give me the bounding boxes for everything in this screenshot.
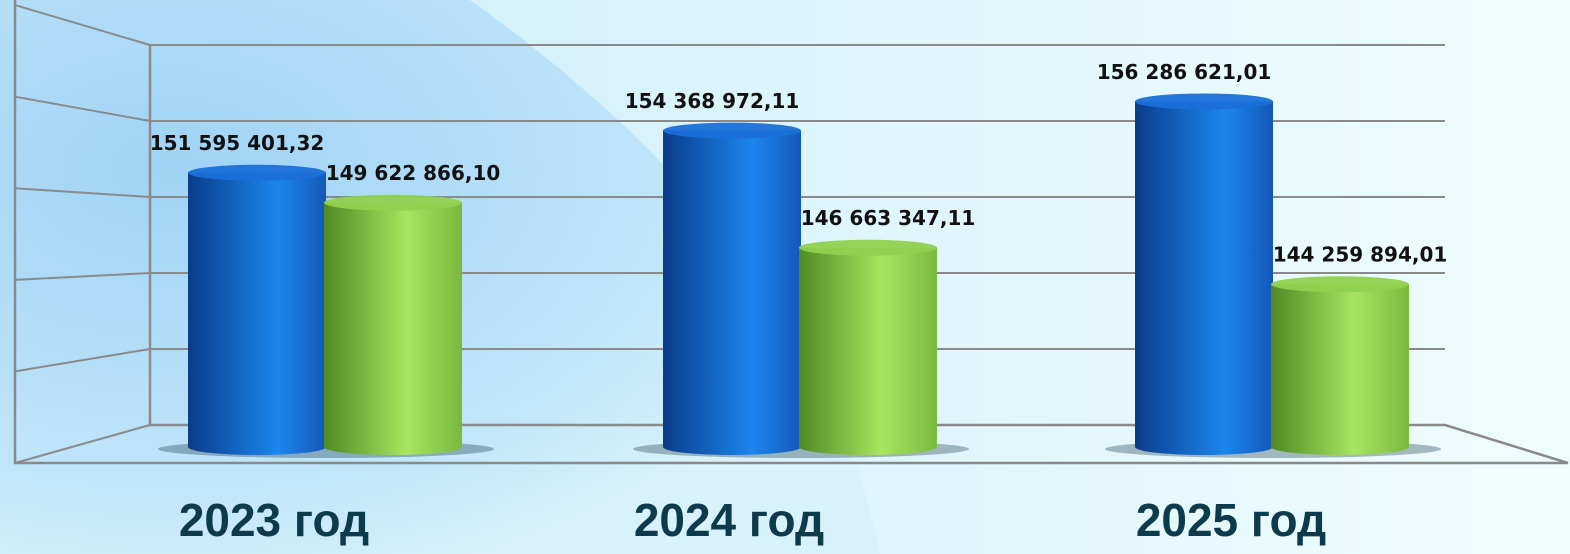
- cylinder-bottom: [1271, 439, 1409, 455]
- wall-grid-line: [14, 272, 151, 281]
- wall-grid-line: [14, 95, 151, 122]
- value-label: 151 595 401,32: [150, 131, 325, 155]
- x-tick-label: 2025 год: [1136, 494, 1326, 546]
- cylinder-body: [799, 247, 937, 447]
- value-label: 144 259 894,01: [1273, 243, 1448, 267]
- cylinder-top: [799, 239, 937, 256]
- cylinder-body: [1135, 101, 1273, 447]
- value-label: 146 663 347,11: [801, 206, 976, 230]
- cylinder-body: [1271, 284, 1409, 447]
- cylinder-bottom: [799, 439, 937, 455]
- cylinder-bottom: [188, 439, 326, 455]
- value-label: 154 368 972,11: [625, 89, 800, 113]
- cylinder-body: [663, 130, 801, 448]
- cylinder-body: [324, 202, 462, 447]
- axis-frame: [13, 0, 1569, 465]
- cylinder-body: [188, 172, 326, 448]
- cylinder-bottom: [663, 439, 801, 455]
- wall-grid-line: [14, 187, 151, 198]
- x-tick-label: 2023 год: [179, 494, 369, 546]
- cylinder-top: [324, 194, 462, 211]
- value-label: 149 622 866,10: [326, 161, 501, 185]
- value-label: 156 286 621,01: [1097, 60, 1272, 84]
- wall-grid-line: [14, 348, 151, 373]
- cylinder-bottom: [324, 439, 462, 455]
- cylinder-bottom: [1135, 439, 1273, 455]
- wall-grid-line: [14, 424, 151, 464]
- cylinder-top: [188, 164, 326, 181]
- x-tick-label: 2024 год: [634, 494, 824, 546]
- wall-grid-line: [14, 4, 151, 46]
- cylinder-top: [1135, 93, 1273, 110]
- cylinder-top: [663, 122, 801, 139]
- cylinder-top: [1271, 276, 1409, 293]
